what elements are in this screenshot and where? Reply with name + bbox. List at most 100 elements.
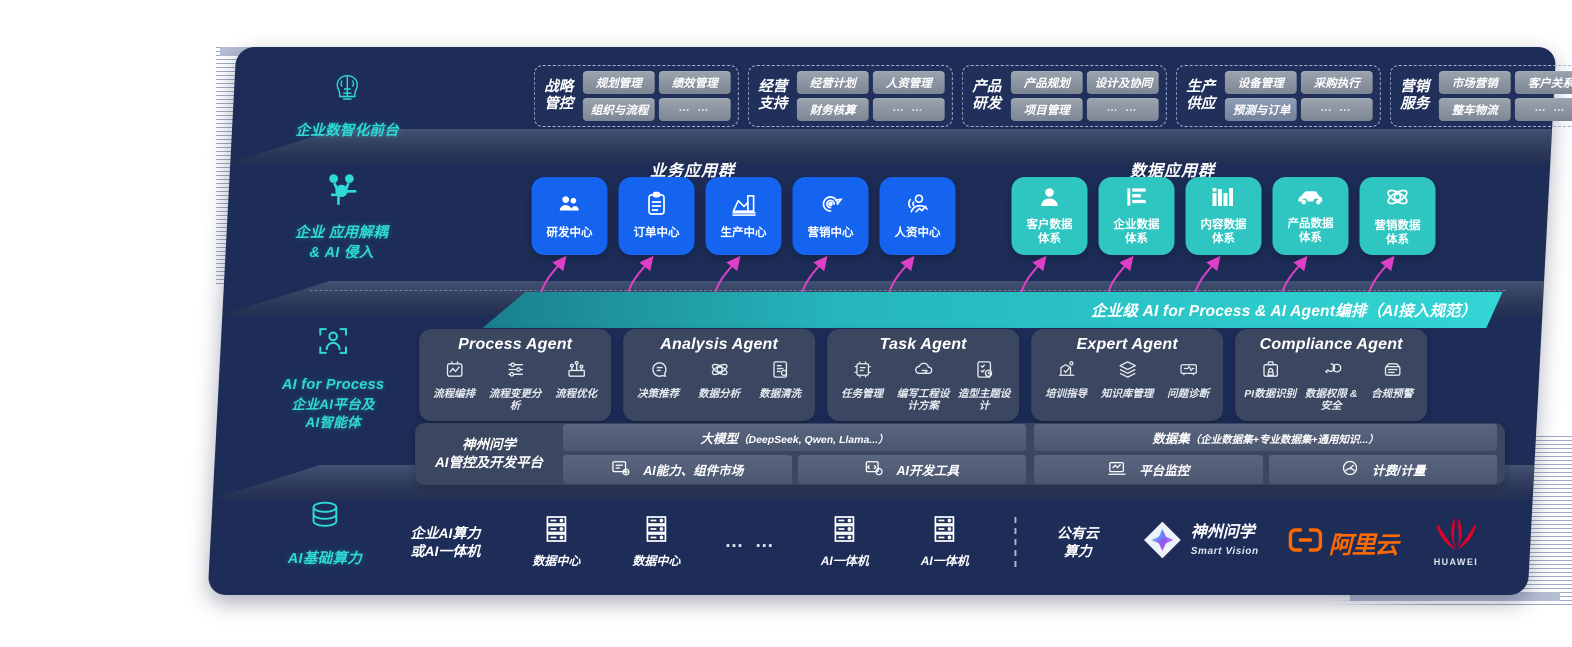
top-group-cell[interactable]: 组织与流程: [582, 98, 655, 121]
agent-item[interactable]: 编写工程设计方案: [894, 359, 952, 413]
agent-item[interactable]: 数据权限 & 安全: [1302, 359, 1360, 413]
top-group-cell[interactable]: 绩效管理: [658, 71, 731, 94]
card-label: 客户数据 体系: [1026, 219, 1073, 245]
factory-icon: [730, 192, 757, 222]
top-group-cell[interactable]: 设计及协同: [1086, 71, 1159, 94]
card-label: 人资中心: [894, 227, 941, 240]
infra-enterprise-label: 企业AI算力 或AI一体机: [410, 524, 481, 559]
card-customer-data[interactable]: 客户数据 体系: [1011, 177, 1088, 255]
platform-cell-market[interactable]: AI能力、组件市场: [563, 455, 792, 484]
top-group-cell-more[interactable]: … …: [1086, 98, 1159, 121]
card-rd-center[interactable]: 研发中心: [531, 177, 608, 255]
rail-label: AI for Process: [281, 377, 385, 393]
platform-cell-label: 平台监控: [1139, 464, 1190, 478]
shenzhou-wenxue-logo[interactable]: 神州问学 Smart Vision: [1143, 520, 1259, 565]
agent-item[interactable]: 培训指导: [1037, 359, 1095, 400]
infra-node-label: 数据中心: [532, 554, 581, 569]
top-group-cell[interactable]: 整车物流: [1438, 98, 1511, 121]
card-label: 研发中心: [546, 227, 593, 240]
agent-process[interactable]: Process Agent 流程编排: [419, 329, 612, 421]
card-label: 订单中心: [633, 227, 680, 240]
agent-item-label: 知识库管理: [1100, 388, 1154, 400]
infra-node[interactable]: 数据中心: [632, 514, 680, 570]
agent-item-label: 流程变更分析: [488, 388, 542, 413]
platform-llm-row[interactable]: 大模型（DeepSeek, Qwen, Llama...）: [563, 424, 1027, 451]
platform-right-col: 数据集（企业数据集+专业数据集+通用知识...） 平台监控: [1034, 424, 1498, 484]
top-group-cell-more[interactable]: … …: [872, 98, 945, 121]
top-group-cell[interactable]: 经营计划: [796, 71, 869, 94]
agent-item[interactable]: 流程优化: [547, 359, 605, 413]
top-group-cell[interactable]: 客户关系: [1514, 71, 1572, 94]
agent-item-label: 造型主题设计: [957, 388, 1011, 413]
platform-cell-monitor[interactable]: 平台监控: [1034, 455, 1263, 484]
card-production-center[interactable]: 生产中心: [705, 177, 782, 255]
server-icon: [642, 514, 670, 549]
card-marketing-center[interactable]: 营销中心: [792, 177, 869, 255]
agent-item[interactable]: 任务管理: [833, 359, 891, 413]
top-group-cell[interactable]: 设备管理: [1224, 71, 1297, 94]
card-order-center[interactable]: 订单中心: [618, 177, 695, 255]
agent-task[interactable]: Task Agent 任务管理: [827, 329, 1020, 421]
card-hr-center[interactable]: 人资中心: [879, 177, 956, 255]
platform-cell-devtools[interactable]: AI开发工具: [797, 455, 1027, 484]
agent-items: 培训指导 知识库管理 问: [1037, 359, 1217, 400]
agent-item[interactable]: 数据清洗: [751, 359, 809, 400]
top-group-cell[interactable]: 人资管理: [872, 71, 945, 94]
platform-dataset-row[interactable]: 数据集（企业数据集+专业数据集+通用知识...）: [1034, 424, 1498, 451]
top-group-cell[interactable]: 产品规划: [1010, 71, 1083, 94]
card-content-data[interactable]: 内容数据 体系: [1185, 177, 1262, 255]
agent-item[interactable]: 造型主题设计: [955, 359, 1013, 413]
agent-item[interactable]: 数据分析: [690, 359, 748, 400]
top-group-cell[interactable]: 项目管理: [1010, 98, 1083, 121]
agent-title: Expert Agent: [1076, 336, 1178, 353]
agent-item[interactable]: 决策推荐: [629, 359, 687, 400]
agent-compliance[interactable]: Compliance Agent PI数据识别: [1235, 329, 1428, 421]
server-icon: [831, 514, 859, 549]
platform-left-cells: AI能力、组件市场 AI开发工具: [563, 455, 1027, 484]
card-marketing-data[interactable]: 营销数据 体系: [1359, 177, 1436, 255]
top-group-cell-more[interactable]: … …: [1300, 98, 1373, 121]
infra-node[interactable]: AI一体机: [921, 514, 969, 570]
aliyun-logo[interactable]: 阿里云: [1289, 525, 1398, 560]
top-group-cell[interactable]: 预测与订单: [1224, 98, 1297, 121]
car-icon: [1296, 186, 1325, 213]
top-group-cell[interactable]: 规划管理: [582, 71, 655, 94]
agent-item[interactable]: 流程变更分析: [486, 359, 544, 413]
agent-item[interactable]: 合规预警: [1363, 359, 1421, 413]
infra-node[interactable]: AI一体机: [821, 514, 869, 570]
top-group[interactable]: 经营 支持 经营计划 人资管理 财务核算 … …: [747, 65, 953, 127]
agent-items: PI数据识别 数据权限 & 安全: [1241, 359, 1421, 413]
logo-name-en: Smart Vision: [1190, 546, 1259, 557]
agent-expert[interactable]: Expert Agent 培训指导: [1031, 329, 1224, 421]
agent-item[interactable]: PI数据识别: [1241, 359, 1299, 413]
task-grid-icon: [852, 359, 873, 385]
agent-item[interactable]: 问题诊断: [1159, 359, 1217, 400]
platform-cell-billing[interactable]: 计费/计量: [1268, 455, 1498, 484]
molecule-icon: [249, 169, 433, 216]
top-group[interactable]: 营销 服务 市场营销 客户关系 整车物流 … …: [1389, 65, 1572, 127]
platform-cell-label: AI开发工具: [896, 464, 960, 478]
top-group[interactable]: 战略 管控 规划管理 绩效管理 组织与流程 … …: [533, 65, 739, 127]
top-group-cell-more[interactable]: … …: [658, 98, 731, 121]
user-icon: [1038, 185, 1062, 214]
top-group-cell[interactable]: 采购执行: [1300, 71, 1373, 94]
agent-item[interactable]: 知识库管理: [1098, 359, 1156, 400]
huawei-logo[interactable]: HUAWEI: [1434, 517, 1478, 567]
atom-icon: [1385, 184, 1411, 215]
agent-item-label: 合规预警: [1371, 388, 1414, 400]
card-label: 内容数据 体系: [1200, 219, 1247, 245]
card-product-data[interactable]: 产品数据 体系: [1272, 177, 1349, 255]
top-group-cell-more[interactable]: … …: [1514, 98, 1572, 121]
card-enterprise-data[interactable]: 企业数据 体系: [1098, 177, 1175, 255]
agent-items: 流程编排 流程变更分析: [425, 359, 605, 413]
top-group[interactable]: 生产 供应 设备管理 采购执行 预测与订单 … …: [1175, 65, 1381, 127]
agent-item[interactable]: 流程编排: [425, 359, 483, 413]
top-group-cell[interactable]: 财务核算: [796, 98, 869, 121]
building-icon: [1124, 185, 1149, 214]
infra-node[interactable]: 数据中心: [532, 514, 580, 570]
target-icon: [818, 191, 844, 222]
diagnose-icon: [1178, 359, 1199, 385]
agent-analysis[interactable]: Analysis Agent 决策推荐: [623, 329, 816, 421]
top-group-cell[interactable]: 市场营销: [1438, 71, 1511, 94]
top-group[interactable]: 产品 研发 产品规划 设计及协同 项目管理 … …: [961, 65, 1167, 127]
